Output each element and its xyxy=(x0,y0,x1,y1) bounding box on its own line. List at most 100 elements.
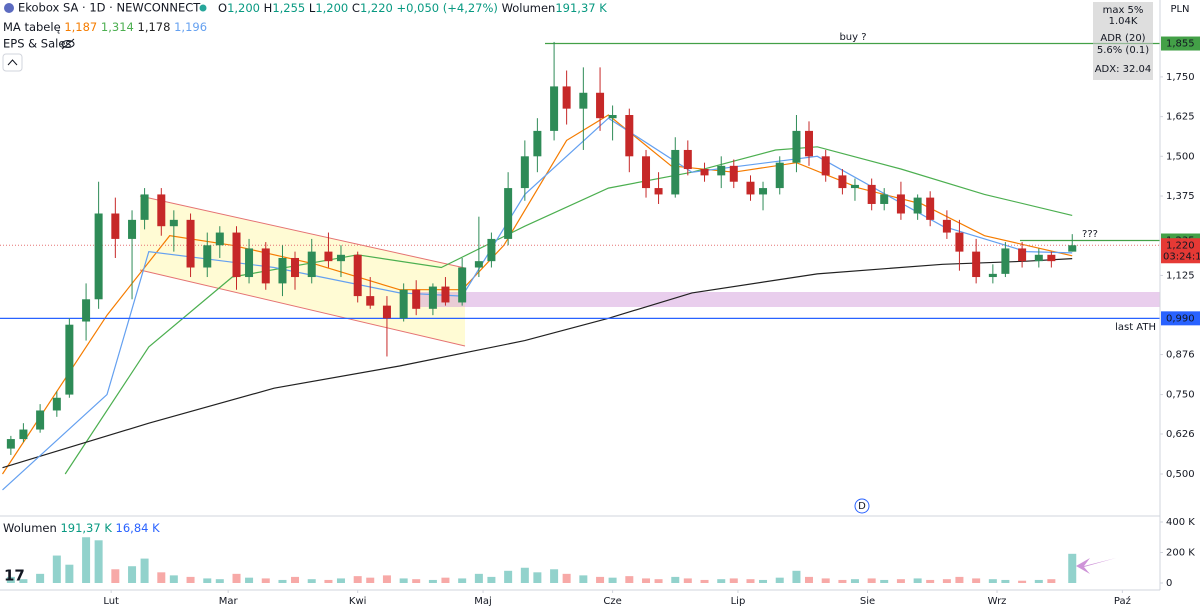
ma-legend: MA tabelę 1,187 1,314 1,178 1,196 xyxy=(3,20,207,34)
legend: Ekobox SA · 1D · NEWCONNECT O1,200 H1,25… xyxy=(2,1,607,585)
volume-bar xyxy=(654,579,663,583)
x-tick-label: Paź xyxy=(1114,595,1131,607)
candle-body xyxy=(792,130,801,163)
candle-body xyxy=(215,232,224,246)
event-marker[interactable] xyxy=(854,498,870,514)
volume-bar xyxy=(278,579,287,583)
volume-bar xyxy=(608,577,617,583)
volume-bar xyxy=(441,577,450,583)
candle-body xyxy=(867,184,876,204)
candle-body xyxy=(880,194,889,204)
candle-body xyxy=(608,115,617,119)
candle-body xyxy=(596,92,605,119)
volume-bar xyxy=(1018,580,1027,583)
symbol-icon xyxy=(4,3,14,13)
candle-body xyxy=(759,188,768,195)
volume-bar xyxy=(562,573,571,583)
volume-tick-label: 0 xyxy=(1166,578,1172,589)
volume-bar xyxy=(838,579,847,583)
candle-body xyxy=(6,439,15,449)
ma-value: 1,178 xyxy=(138,20,171,34)
volume-bar xyxy=(671,576,680,583)
candle-body xyxy=(1001,248,1010,274)
axis-background xyxy=(1160,0,1200,611)
status-dot xyxy=(199,4,207,12)
candle-body xyxy=(94,213,103,300)
volume-bar xyxy=(683,578,692,583)
candle-body xyxy=(972,251,981,278)
candle-body xyxy=(1068,245,1077,252)
arrow-annotation xyxy=(1076,558,1116,574)
candle-body xyxy=(504,188,513,239)
channel-upper xyxy=(139,195,466,269)
volume-bar xyxy=(625,576,634,583)
candle-body xyxy=(896,194,905,214)
volume-bar xyxy=(52,555,61,583)
volume-bar xyxy=(729,578,738,583)
info-text: max 5% xyxy=(1103,5,1144,16)
time-axis-background xyxy=(0,590,1200,611)
volume-bar xyxy=(111,569,120,583)
volume-bar xyxy=(232,573,241,583)
info-box-background xyxy=(1093,2,1153,80)
candle-body xyxy=(169,219,178,227)
candle-body xyxy=(775,162,784,189)
candle-body xyxy=(19,429,28,440)
currency: PLN xyxy=(1170,4,1189,15)
volume-bar xyxy=(428,579,437,583)
candle-body xyxy=(562,86,571,109)
volume-bar xyxy=(169,575,178,583)
l-value: 1,200 xyxy=(315,1,348,15)
candle-body xyxy=(441,286,450,303)
y-tick-label: 0,876 xyxy=(1166,350,1195,361)
volume-tick-label: 400 K xyxy=(1166,517,1195,528)
o-key: O xyxy=(218,1,227,15)
visibility-icon[interactable] xyxy=(61,40,75,48)
volume-bar xyxy=(775,577,784,583)
symbol-title: Ekobox SA · 1D · NEWCONNECT xyxy=(18,1,201,15)
volume-bar xyxy=(94,540,103,583)
volume-bar xyxy=(972,578,981,583)
logo: 17 xyxy=(4,567,25,585)
level-price-box xyxy=(1161,311,1200,326)
candle-body xyxy=(111,213,120,239)
volume-bar xyxy=(399,578,408,583)
y-tick-label: 0,500 xyxy=(1166,469,1195,480)
candle-body xyxy=(683,149,692,170)
info-text: 5.6% (0.1) xyxy=(1097,45,1149,56)
collapse-button[interactable] xyxy=(2,53,23,72)
volume-bar xyxy=(353,576,362,583)
candle-body xyxy=(850,184,859,189)
volume-bar xyxy=(955,576,964,583)
visibility-icon-slash xyxy=(61,38,75,50)
volume-bar xyxy=(412,579,421,583)
volume-key: Wolumen xyxy=(502,1,556,15)
level-note: last ATH xyxy=(1115,322,1156,333)
volume-bar xyxy=(913,578,922,583)
candle-body xyxy=(533,130,542,157)
volume-bar xyxy=(942,579,951,583)
candle-body xyxy=(65,324,74,395)
candle-body xyxy=(550,86,559,131)
volume-bar xyxy=(579,575,588,583)
support-zone xyxy=(414,292,1160,307)
candle-body xyxy=(186,219,195,268)
volume-bar xyxy=(215,579,224,583)
x-tick-label: Sie xyxy=(860,596,875,607)
volume-title: Wolumen xyxy=(3,521,57,535)
volume-bar xyxy=(804,576,813,583)
info-box: max 5% 1.04K ADR (20) 5.6% (0.1) ADX: 32… xyxy=(1093,2,1153,80)
level-note: ??? xyxy=(1082,229,1098,240)
volume-bar xyxy=(533,572,542,583)
eps-legend: EPS & Sales xyxy=(3,37,71,51)
candle-body xyxy=(278,257,287,284)
countdown-label: 03:24:1 xyxy=(1163,251,1200,262)
candle-body xyxy=(1047,254,1056,262)
info-text: ADR (20) xyxy=(1100,33,1145,44)
change: +0,050 (+4,27%) xyxy=(397,1,498,15)
ma-value: 1,187 xyxy=(64,20,97,34)
candle-body xyxy=(203,245,212,268)
h-key: H xyxy=(264,1,273,15)
volume-bar xyxy=(596,576,605,583)
